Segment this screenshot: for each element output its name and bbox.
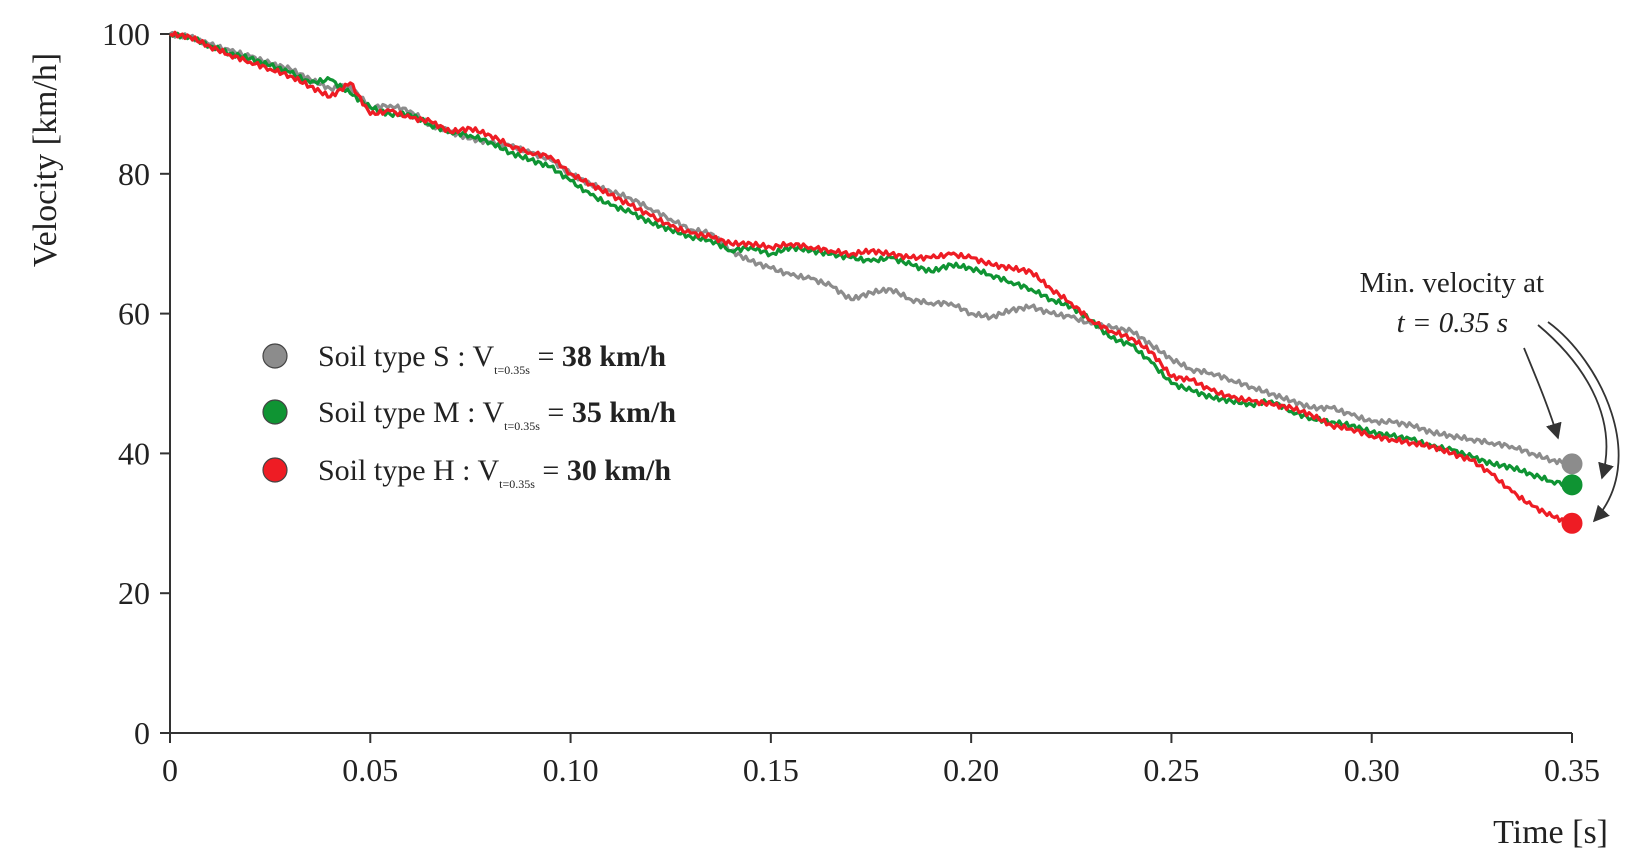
- legend-entry: Soil type H : Vt=0.35s = 30 km/h: [318, 454, 671, 491]
- legend-value: 35 km/h: [572, 396, 677, 429]
- annotation-line1: Min. velocity at: [1360, 267, 1544, 299]
- legend-marker: [262, 457, 288, 483]
- y-tick-label: 40: [118, 435, 150, 471]
- legend-eq: =: [530, 340, 562, 373]
- y-tick-label: 80: [118, 156, 150, 192]
- legend-subscript: t=0.35s: [504, 419, 540, 433]
- y-tick-label: 100: [102, 16, 150, 52]
- y-axis-ticks: 0 20 40 60 80 100: [102, 16, 170, 751]
- legend-marker: [262, 343, 288, 369]
- legend-value: 38 km/h: [562, 340, 667, 373]
- x-tick-label: 0.10: [543, 752, 599, 788]
- legend-eq: =: [535, 454, 567, 487]
- legend-label: Soil type H : V: [318, 454, 499, 487]
- y-tick-label: 60: [118, 296, 150, 332]
- x-axis-title: Time [s]: [1493, 814, 1608, 851]
- x-tick-label: 0.35: [1544, 752, 1600, 788]
- annotation: Min. velocity at t = 0.35 s: [1360, 267, 1620, 523]
- legend-subscript: t=0.35s: [494, 363, 530, 377]
- endpoint-marker-soil-type-m: [1561, 474, 1583, 496]
- legend-eq: =: [540, 396, 572, 429]
- endpoint-marker-soil-type-s: [1561, 453, 1583, 475]
- legend-entry: Soil type M : Vt=0.35s = 35 km/h: [318, 396, 676, 433]
- annotation-line2: t = 0.35 s: [1397, 307, 1508, 339]
- endpoint-marker-soil-type-h: [1561, 512, 1583, 534]
- legend-marker: [262, 399, 288, 425]
- x-tick-label: 0.25: [1143, 752, 1199, 788]
- series-line-soil-type-s: [169, 30, 1573, 467]
- legend-label: Soil type M : V: [318, 396, 504, 429]
- legend-subscript: t=0.35s: [499, 477, 535, 491]
- annotation-arrow-m: [1537, 324, 1614, 480]
- legend-entry: Soil type S : Vt=0.35s = 38 km/h: [318, 340, 666, 377]
- x-axis-ticks: 0 0.05 0.10 0.15 0.20 0.25 0.30 0.35: [162, 733, 1600, 788]
- endpoint-markers: [1561, 453, 1583, 534]
- x-tick-label: 0.15: [743, 752, 799, 788]
- annotation-arrow-h: [1547, 321, 1620, 523]
- x-tick-label: 0: [162, 752, 178, 788]
- x-tick-label: 0.05: [342, 752, 398, 788]
- legend-label: Soil type S : V: [318, 340, 494, 373]
- x-tick-label: 0.30: [1344, 752, 1400, 788]
- y-axis-title: Velocity [km/h]: [27, 53, 64, 267]
- legend-value: 30 km/h: [567, 454, 672, 487]
- series-line-soil-type-h: [169, 30, 1574, 526]
- x-tick-label: 0.20: [943, 752, 999, 788]
- y-tick-label: 0: [134, 715, 150, 751]
- annotation-arrow-s: [1523, 347, 1562, 440]
- series-lines: [168, 30, 1574, 526]
- y-tick-label: 20: [118, 575, 150, 611]
- series-line-soil-type-m: [168, 31, 1573, 488]
